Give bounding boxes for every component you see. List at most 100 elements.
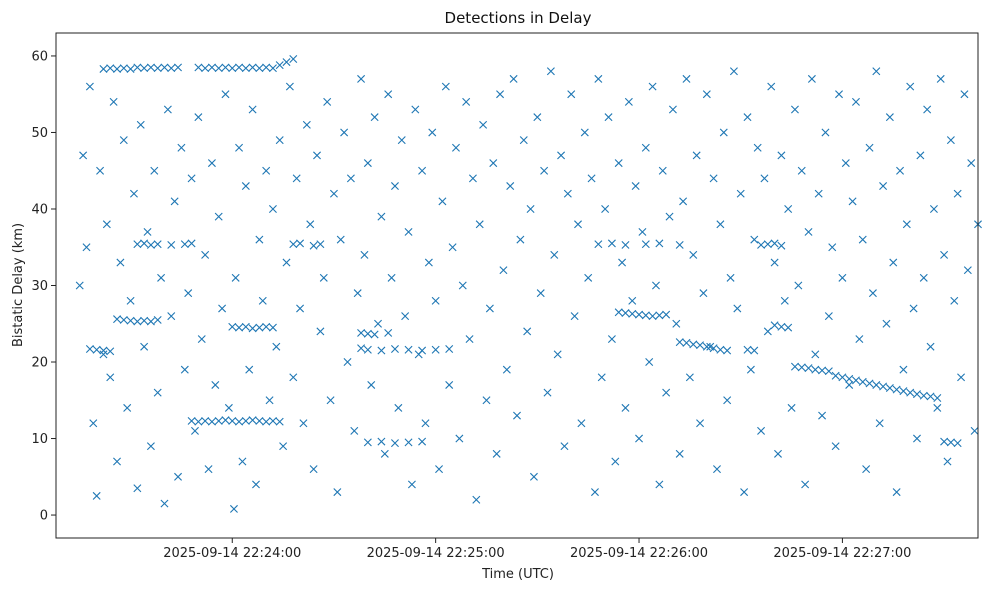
data-point bbox=[919, 273, 928, 282]
data-point bbox=[346, 174, 355, 183]
data-point bbox=[506, 182, 515, 191]
data-point bbox=[797, 166, 806, 175]
data-point bbox=[519, 136, 528, 145]
data-point bbox=[113, 64, 122, 73]
data-point bbox=[696, 341, 705, 350]
data-point bbox=[963, 266, 972, 275]
data-point bbox=[546, 67, 555, 76]
data-point bbox=[455, 434, 464, 443]
data-point bbox=[912, 390, 921, 399]
data-point bbox=[180, 365, 189, 374]
data-point bbox=[326, 396, 335, 405]
data-point bbox=[784, 323, 793, 332]
data-point bbox=[496, 90, 505, 99]
data-point bbox=[248, 63, 257, 72]
data-point bbox=[248, 105, 257, 114]
data-point bbox=[757, 240, 766, 249]
data-point bbox=[797, 363, 806, 372]
data-point bbox=[831, 442, 840, 451]
data-point bbox=[485, 304, 494, 313]
data-point bbox=[723, 346, 732, 355]
data-point bbox=[221, 90, 230, 99]
data-point bbox=[157, 273, 166, 282]
data-point bbox=[933, 403, 942, 412]
data-point bbox=[163, 105, 172, 114]
data-point bbox=[316, 327, 325, 336]
x-tick-label: 2025-09-14 22:26:00 bbox=[570, 546, 708, 561]
data-point bbox=[99, 350, 108, 359]
data-point bbox=[146, 63, 155, 72]
data-point bbox=[957, 373, 966, 382]
data-point bbox=[214, 212, 223, 221]
data-point bbox=[140, 316, 149, 325]
data-point bbox=[743, 345, 752, 354]
data-point bbox=[675, 338, 684, 347]
data-point bbox=[367, 380, 376, 389]
data-point bbox=[482, 396, 491, 405]
data-point bbox=[970, 426, 979, 435]
data-point bbox=[770, 258, 779, 267]
data-point bbox=[594, 240, 603, 249]
data-point bbox=[462, 97, 471, 106]
data-point bbox=[706, 342, 715, 351]
data-point bbox=[523, 327, 532, 336]
data-point bbox=[428, 128, 437, 137]
data-point bbox=[241, 64, 250, 73]
data-point bbox=[296, 304, 305, 313]
data-point bbox=[770, 321, 779, 330]
data-point bbox=[946, 136, 955, 145]
data-point bbox=[268, 64, 277, 73]
data-point bbox=[435, 465, 444, 474]
data-point bbox=[360, 250, 369, 259]
data-point bbox=[658, 166, 667, 175]
data-point bbox=[136, 120, 145, 129]
data-point bbox=[170, 197, 179, 206]
data-point bbox=[902, 220, 911, 229]
data-point bbox=[635, 434, 644, 443]
data-point bbox=[862, 465, 871, 474]
data-point bbox=[868, 289, 877, 298]
data-point bbox=[214, 64, 223, 73]
data-point bbox=[445, 345, 454, 353]
data-point bbox=[126, 316, 135, 325]
data-point bbox=[85, 82, 94, 91]
data-point bbox=[404, 345, 413, 354]
data-point bbox=[787, 403, 796, 412]
data-point bbox=[289, 373, 298, 382]
data-point bbox=[838, 373, 847, 382]
data-point bbox=[811, 350, 820, 359]
data-point bbox=[587, 174, 596, 183]
data-point bbox=[940, 250, 949, 259]
data-point bbox=[811, 365, 820, 374]
data-point bbox=[265, 396, 274, 405]
data-point bbox=[194, 417, 203, 426]
data-point bbox=[872, 380, 881, 389]
data-point bbox=[363, 438, 372, 447]
data-point bbox=[194, 63, 203, 72]
data-point bbox=[113, 315, 122, 324]
data-point bbox=[940, 437, 949, 446]
data-point bbox=[804, 364, 813, 373]
data-point bbox=[621, 309, 630, 318]
data-point bbox=[177, 143, 186, 152]
data-point bbox=[231, 273, 240, 282]
data-point bbox=[106, 373, 115, 382]
data-point bbox=[418, 166, 427, 175]
data-point bbox=[255, 64, 264, 73]
data-point bbox=[390, 182, 399, 191]
data-point bbox=[445, 380, 454, 389]
data-point bbox=[618, 258, 627, 267]
data-point bbox=[926, 392, 935, 401]
data-point bbox=[818, 411, 827, 420]
data-point bbox=[106, 64, 115, 73]
data-point bbox=[723, 396, 732, 405]
data-point bbox=[753, 143, 762, 152]
data-point bbox=[451, 143, 460, 152]
data-point bbox=[936, 74, 945, 83]
data-point bbox=[590, 488, 599, 497]
data-point bbox=[824, 367, 833, 376]
data-point bbox=[235, 63, 244, 72]
data-point bbox=[960, 90, 969, 99]
data-point bbox=[99, 346, 108, 355]
data-point bbox=[431, 345, 440, 354]
